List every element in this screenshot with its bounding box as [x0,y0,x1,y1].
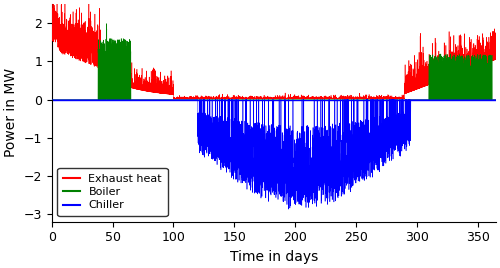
Exhaust heat [196,97,202,100]
Boiler [49,98,55,101]
Chiller [175,98,181,101]
Exhaust heat [49,28,55,31]
X-axis label: Time in days: Time in days [230,250,318,264]
Line: Boiler: Boiler [52,24,496,99]
Chiller [290,98,296,101]
Boiler [144,98,150,101]
Chiller [493,98,499,101]
Boiler [175,98,181,101]
Boiler [180,98,186,101]
Chiller [144,98,150,101]
Exhaust heat [170,97,176,100]
Exhaust heat [170,93,175,96]
Exhaust heat [180,97,186,100]
Chiller [196,111,202,114]
Chiller [49,98,55,101]
Boiler [104,22,110,25]
Y-axis label: Power in MW: Power in MW [4,68,18,157]
Chiller [170,98,175,101]
Exhaust heat [176,97,182,100]
Chiller [286,207,292,211]
Boiler [478,85,484,88]
Boiler [493,98,499,101]
Legend: Exhaust heat, Boiler, Chiller: Exhaust heat, Boiler, Chiller [58,168,168,216]
Exhaust heat [144,86,150,89]
Boiler [170,98,175,101]
Exhaust heat [478,64,484,67]
Chiller [478,98,484,101]
Exhaust heat [493,58,499,61]
Boiler [196,98,202,101]
Chiller [180,98,186,101]
Line: Chiller: Chiller [52,99,496,209]
Line: Exhaust heat: Exhaust heat [52,0,496,99]
